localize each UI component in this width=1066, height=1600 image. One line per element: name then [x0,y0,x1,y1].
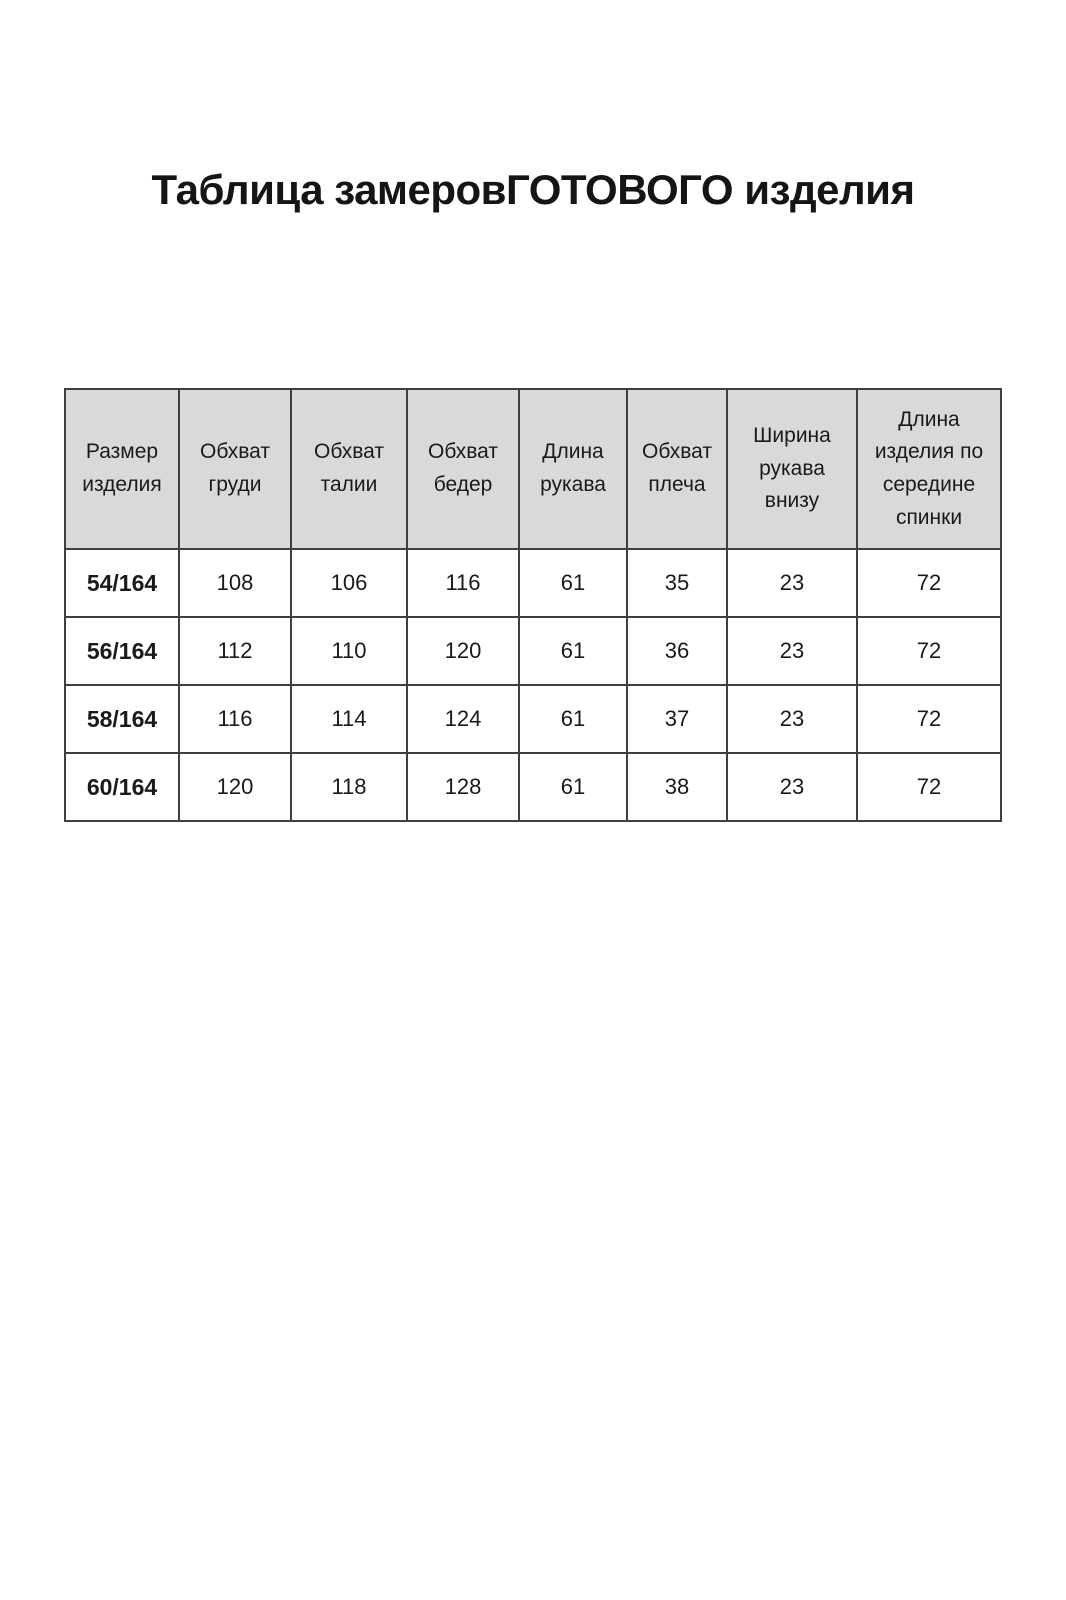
measurement-cell: 110 [290,616,408,686]
size-label: 58/164 [64,684,180,754]
measurement-cell: 108 [178,548,292,618]
measurement-cell: 124 [406,684,520,754]
size-measurements-table: Размер изделия Обхват груди Обхват талии… [64,388,1002,822]
column-header-size: Размер изделия [64,388,180,550]
measurement-cell: 61 [518,752,628,822]
measurement-cell: 35 [626,548,728,618]
measurement-cell: 72 [856,616,1002,686]
measurement-cell: 72 [856,684,1002,754]
column-header-chest: Обхват груди [178,388,292,550]
measurement-cell: 106 [290,548,408,618]
measurement-cell: 23 [726,684,858,754]
column-header-sleeve-length: Длина рукава [518,388,628,550]
measurement-cell: 23 [726,752,858,822]
table-row: 56/164 112 110 120 61 36 23 72 [64,616,1002,686]
measurement-cell: 61 [518,684,628,754]
header-row: Размер изделия Обхват груди Обхват талии… [64,388,1002,550]
measurement-cell: 114 [290,684,408,754]
column-header-hips: Обхват бедер [406,388,520,550]
measurement-cell: 23 [726,548,858,618]
size-label: 60/164 [64,752,180,822]
column-header-shoulder: Обхват плеча [626,388,728,550]
measurement-cell: 112 [178,616,292,686]
measurement-cell: 37 [626,684,728,754]
size-label: 56/164 [64,616,180,686]
measurement-cell: 23 [726,616,858,686]
table-row: 54/164 108 106 116 61 35 23 72 [64,548,1002,618]
measurement-cell: 120 [178,752,292,822]
measurement-cell: 38 [626,752,728,822]
measurement-cell: 116 [406,548,520,618]
measurement-cell: 72 [856,548,1002,618]
column-header-back-length: Длина изделия по середине спинки [856,388,1002,550]
column-header-sleeve-width: Ширина рукава внизу [726,388,858,550]
measurement-cell: 118 [290,752,408,822]
measurement-cell: 120 [406,616,520,686]
measurement-cell: 128 [406,752,520,822]
table-row: 58/164 116 114 124 61 37 23 72 [64,684,1002,754]
table-row: 60/164 120 118 128 61 38 23 72 [64,752,1002,822]
measurement-cell: 61 [518,548,628,618]
page-title: Таблица замеровГОТОВОГО изделия [151,166,915,214]
size-label: 54/164 [64,548,180,618]
measurement-cell: 116 [178,684,292,754]
measurement-cell: 72 [856,752,1002,822]
measurement-cell: 61 [518,616,628,686]
measurement-cell: 36 [626,616,728,686]
column-header-waist: Обхват талии [290,388,408,550]
